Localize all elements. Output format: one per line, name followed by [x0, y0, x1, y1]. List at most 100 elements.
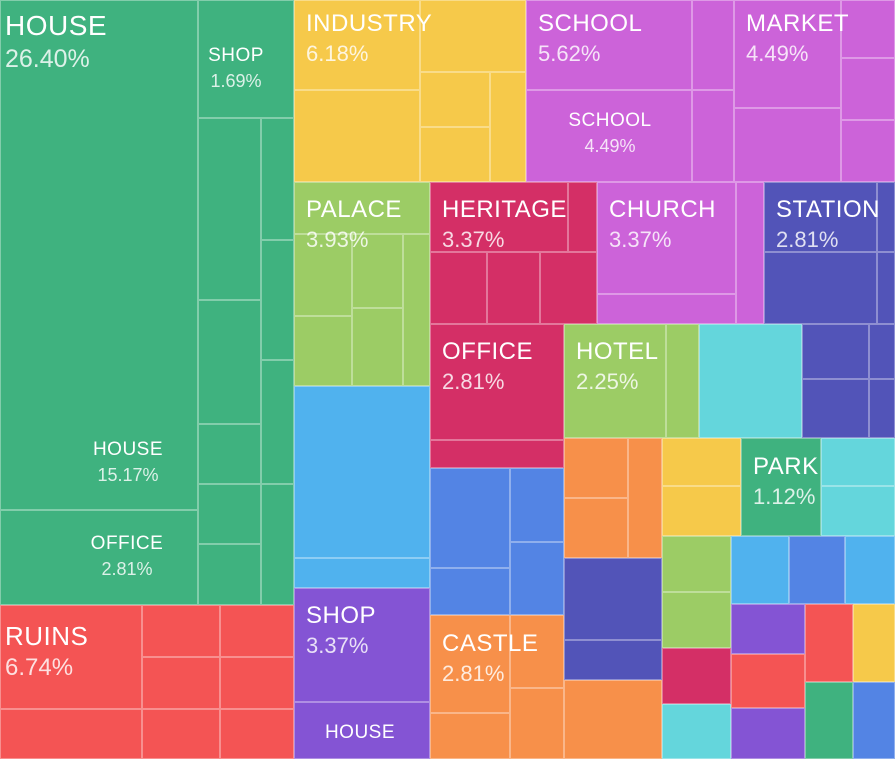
treemap-tile — [352, 308, 403, 386]
treemap-tile — [741, 438, 821, 536]
tile-label-park: PARK 1.12% — [753, 455, 819, 508]
treemap-tile — [841, 120, 895, 182]
tile-label-ruins: RUINS 6.74% — [5, 623, 88, 680]
treemap-tile — [261, 484, 294, 605]
treemap-tile — [220, 657, 294, 709]
treemap-tile — [294, 90, 420, 182]
tile-label-house-sub: HOUSE 15.17% — [93, 440, 163, 484]
treemap-tile — [510, 688, 564, 759]
treemap-tile — [198, 300, 261, 424]
treemap-tile — [662, 536, 731, 592]
treemap-tile — [853, 682, 895, 759]
treemap-tile — [805, 604, 853, 682]
treemap-tile — [142, 605, 220, 657]
treemap-tile — [564, 324, 666, 438]
tile-label-shop-sub: SHOP 1.69% — [208, 46, 264, 90]
treemap-tile — [526, 0, 692, 90]
tile-label-hotel: HOTEL 2.25% — [576, 340, 659, 393]
treemap-tile — [869, 379, 895, 438]
tile-label-value: 2.81% — [101, 559, 153, 579]
tile-label-name: SCHOOL — [568, 110, 652, 131]
treemap-tile — [510, 615, 564, 688]
treemap-tile — [802, 379, 869, 438]
treemap-tile — [420, 127, 490, 182]
tile-label-office-sub: OFFICE 2.81% — [91, 534, 164, 578]
tile-label-name: HOUSE — [92, 439, 164, 460]
tile-label-value: 3.37% — [442, 227, 505, 252]
tile-label-name: HERITAGE — [442, 196, 567, 223]
tile-label-shop: SHOP 3.37% — [306, 604, 376, 657]
treemap-tile — [597, 294, 736, 324]
treemap-tile — [731, 654, 805, 708]
tile-label-value: 2.81% — [442, 661, 505, 686]
treemap-tile — [294, 0, 420, 90]
treemap-tile — [662, 486, 741, 536]
treemap-tile — [662, 704, 731, 759]
tile-label-name: OFFICE — [90, 533, 164, 554]
tile-label-name: RUINS — [5, 621, 89, 651]
tile-label-office: OFFICE 2.81% — [442, 340, 533, 393]
treemap-tile — [430, 324, 564, 440]
treemap-tile — [430, 440, 564, 468]
treemap-tile — [692, 0, 734, 90]
treemap-tile — [734, 108, 841, 182]
treemap-tile — [540, 252, 597, 324]
treemap-tile — [261, 240, 294, 360]
treemap-tile — [261, 118, 294, 240]
tile-label-value: 15.17% — [97, 465, 159, 485]
treemap-tile — [662, 648, 731, 704]
tile-label-church: CHURCH 3.37% — [609, 198, 716, 251]
treemap-tile — [568, 182, 597, 252]
treemap-tile — [430, 182, 568, 252]
tile-label-station: STATION 2.81% — [776, 198, 880, 251]
treemap-tile — [510, 542, 564, 615]
treemap-tile — [403, 234, 430, 386]
treemap-tile — [0, 709, 142, 759]
treemap-tile — [699, 324, 802, 438]
treemap-tile — [666, 324, 699, 438]
tile-label-name: STATION — [776, 196, 880, 223]
treemap-tile — [198, 424, 261, 484]
treemap-tile — [420, 72, 490, 127]
treemap-tile — [731, 536, 789, 604]
treemap-tile — [764, 182, 877, 252]
tile-label-palace: PALACE 3.93% — [306, 198, 402, 251]
treemap-tile — [0, 605, 142, 709]
treemap-tile — [0, 510, 198, 605]
tile-label-name: SHOP — [208, 45, 264, 66]
treemap-tile — [294, 182, 430, 234]
tile-label-name: HOUSE — [324, 722, 396, 743]
treemap-tile — [789, 536, 845, 604]
treemap-tile — [294, 558, 430, 588]
tile-label-name: SCHOOL — [538, 10, 643, 37]
treemap-tile — [220, 605, 294, 657]
tile-label-value: 2.25% — [576, 369, 639, 394]
treemap-tile — [662, 592, 731, 648]
treemap-tile — [564, 640, 662, 680]
treemap-tile — [430, 615, 510, 713]
treemap-tile — [220, 709, 294, 759]
treemap-tile — [430, 468, 510, 568]
tile-label-value: 1.69% — [210, 71, 262, 91]
tile-label-value: 2.81% — [776, 227, 839, 252]
treemap-tile — [294, 702, 430, 759]
tile-label-castle: CASTLE 2.81% — [442, 632, 538, 685]
treemap-tile — [490, 72, 526, 182]
treemap-tile — [294, 386, 430, 558]
treemap-tile — [869, 324, 895, 379]
treemap-tile — [597, 182, 736, 294]
treemap-tile — [198, 544, 261, 605]
treemap-tile — [845, 536, 895, 604]
tile-label-heritage: HERITAGE 3.37% — [442, 198, 567, 251]
treemap-tile — [142, 657, 220, 709]
treemap-tile — [198, 118, 261, 300]
treemap-tile — [877, 252, 895, 324]
tile-label-name: PALACE — [306, 196, 402, 223]
tile-label-value: 3.37% — [306, 633, 369, 658]
tile-label-name: HOUSE — [5, 10, 108, 41]
tile-label-name: CHURCH — [609, 196, 716, 223]
tile-label-name: PARK — [753, 453, 819, 480]
treemap-tile — [821, 438, 895, 486]
tile-label-school: SCHOOL 5.62% — [538, 12, 642, 65]
treemap-tile — [736, 182, 764, 324]
